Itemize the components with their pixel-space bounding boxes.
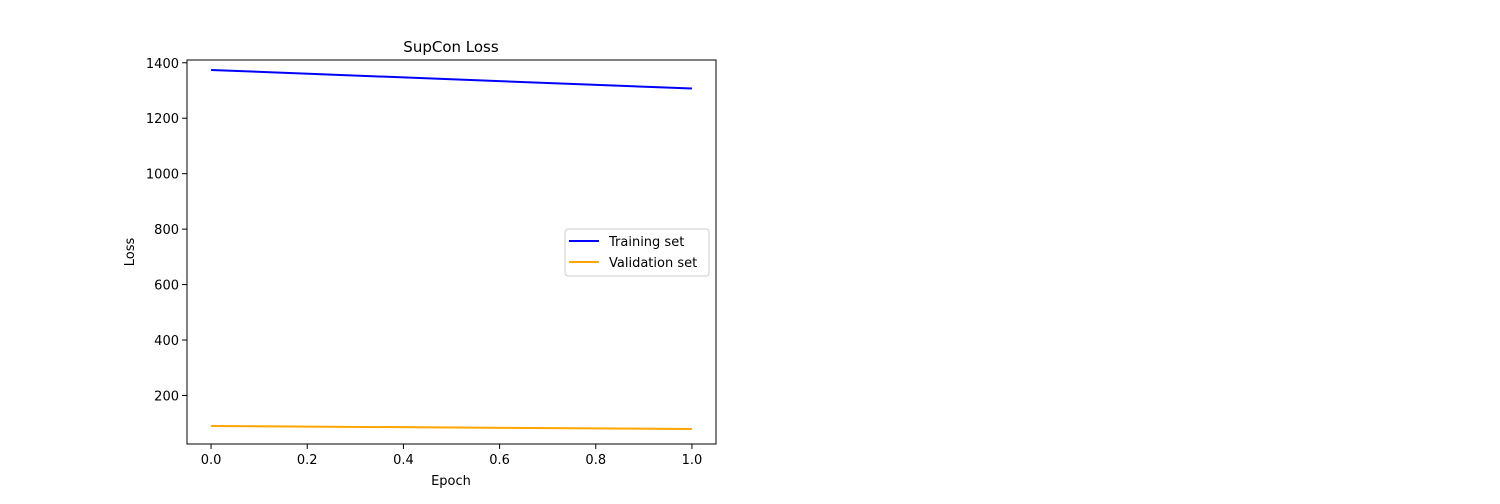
- y-tick-label: 200: [154, 389, 179, 404]
- legend: Training set Validation set: [564, 228, 710, 277]
- chart-title: SupCon Loss: [403, 38, 499, 56]
- legend-label-validation: Validation set: [609, 256, 697, 271]
- series-line-training: [211, 68, 692, 90]
- x-axis-ticks: 0.0 0.2 0.4 0.6 0.8 1.0: [201, 444, 703, 468]
- legend-label-training: Training set: [608, 235, 684, 250]
- series-line-validation: [211, 424, 692, 431]
- y-tick-label: 400: [154, 334, 179, 349]
- x-tick-label: 0.0: [201, 453, 222, 468]
- x-tick-label: 0.2: [297, 453, 318, 468]
- x-axis-label: Epoch: [431, 474, 471, 489]
- x-tick-label: 0.8: [585, 453, 606, 468]
- y-tick-label: 800: [154, 223, 179, 238]
- y-tick-label: 1000: [146, 168, 179, 183]
- plot-lines: [211, 68, 692, 431]
- y-tick-label: 1200: [146, 112, 179, 127]
- y-tick-label: 600: [154, 279, 179, 294]
- x-tick-label: 0.4: [393, 453, 414, 468]
- y-axis-label: Loss: [123, 238, 138, 267]
- plot-frame: [186, 59, 717, 445]
- x-tick-label: 1.0: [682, 453, 703, 468]
- y-tick-label: 1400: [146, 57, 179, 72]
- legend-box: [564, 228, 710, 277]
- y-axis-ticks: 200 400 600 800 1000 1200 1400: [146, 57, 187, 404]
- x-tick-label: 0.6: [489, 453, 510, 468]
